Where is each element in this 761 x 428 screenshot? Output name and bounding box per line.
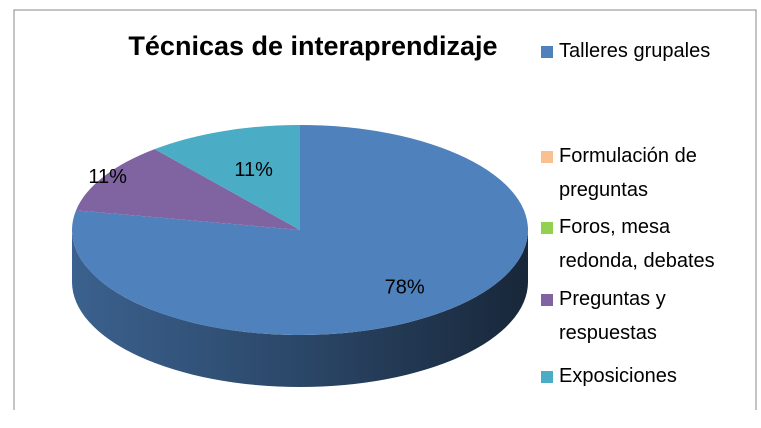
legend-label: Exposiciones [559,365,677,387]
slice [76,149,300,230]
legend-label: Foros, mesa redonda, debates [559,216,715,272]
chart-title: Técnicas de interaprendizaje [128,31,497,61]
legend-swatch [541,371,553,383]
data-label: 11% [234,159,273,181]
chart-frame [13,9,757,410]
slice [71,125,528,335]
data-label: 78% [385,277,425,299]
legend-swatch [541,151,553,163]
data-label: 11% [88,166,127,188]
legend-label: Preguntas y respuestas [559,288,666,344]
legend-swatch [541,294,553,306]
slice [154,125,300,230]
legend-swatch [541,222,553,234]
slice-side [72,230,528,387]
legend-swatch [541,46,553,58]
legend-label: Talleres grupales [559,40,710,62]
legend-label: Formulación de preguntas [559,145,697,201]
